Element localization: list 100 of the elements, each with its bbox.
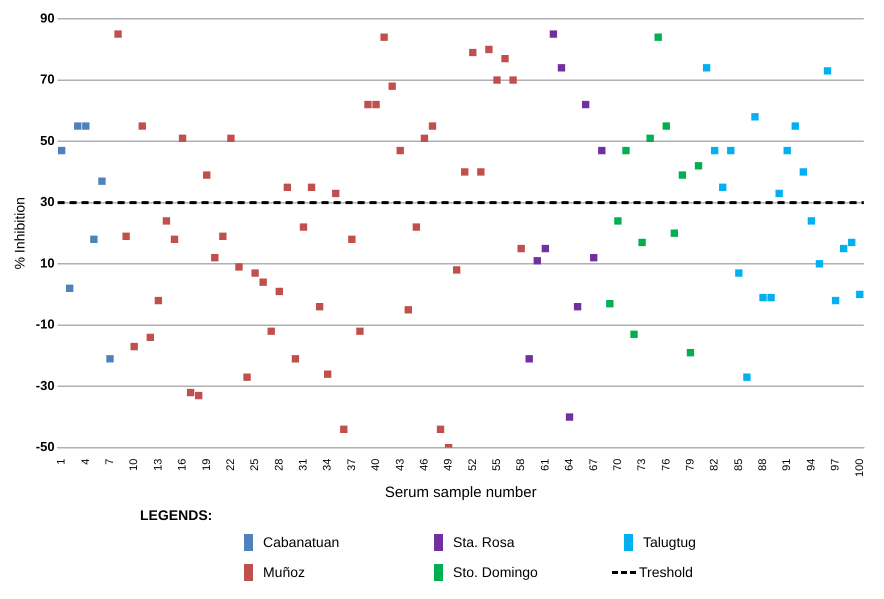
point [558,64,566,72]
point [582,100,590,108]
point [106,355,114,362]
point [90,236,98,244]
legend-label: Treshold [639,563,693,581]
point [477,168,485,176]
point [517,244,525,252]
point [856,290,864,298]
point [436,426,444,433]
point [678,171,686,179]
x-tick-label: 46 [418,458,430,471]
x-tick-label: 31 [298,458,310,471]
point [332,190,340,198]
point [243,374,251,381]
y-axis-title: % Inhibition [11,197,28,270]
point [324,370,332,378]
point [735,269,743,277]
point [598,146,606,154]
x-tick-label: 85 [732,458,745,471]
point [259,278,267,286]
point [292,355,300,362]
x-tick-label: 28 [273,458,286,471]
point [316,303,324,310]
x-tick-label: 37 [346,458,358,471]
point [114,30,122,38]
x-tick-label: 52 [466,458,479,471]
point [662,122,670,130]
point [574,303,582,310]
point [622,146,630,154]
point [848,238,856,246]
point [74,122,82,130]
point [162,217,170,225]
point [420,134,428,142]
point [710,146,718,154]
x-tick-label: 13 [152,458,164,471]
point [82,122,90,130]
point [469,48,476,56]
x-tick-label: 34 [322,458,334,471]
point [227,134,235,142]
x-tick-label: 1 [56,458,68,465]
point [550,30,558,38]
point [138,122,146,130]
point [268,328,275,335]
point [614,217,622,225]
point [170,236,178,244]
point [590,254,598,262]
point [800,168,808,176]
point [276,288,283,296]
point [767,294,775,302]
point [646,134,654,142]
point [824,67,832,75]
point [66,284,74,292]
x-tick-label: 94 [805,458,818,471]
point [130,342,138,350]
point [832,296,840,304]
point [235,263,243,271]
point [638,238,646,246]
y-tick-label: 70 [40,72,55,87]
x-tick-label: 73 [636,458,648,471]
y-tick-label: -50 [36,439,55,454]
x-tick-label: 55 [491,458,504,471]
point [146,334,154,342]
x-tick-label: 19 [200,458,213,471]
legend-title: LEGENDS: [140,506,214,524]
point [694,162,702,170]
point [356,328,364,335]
point [388,82,396,90]
x-tick-label: 4 [80,458,92,465]
point [816,260,824,268]
x-tick-label: 7 [104,458,116,465]
legend-label: Sta. Rosa [453,533,514,551]
point [534,257,541,264]
x-tick-label: 61 [539,458,552,471]
point [461,168,468,176]
point [308,184,316,191]
x-tick-label: 100 [854,458,866,478]
point [808,217,816,225]
point [412,223,420,231]
point [784,146,791,154]
point [526,355,533,362]
point [154,296,162,304]
x-tick-label: 58 [515,458,528,471]
x-tick-label: 43 [394,458,406,471]
x-tick-label: 88 [757,458,770,471]
point [58,146,66,154]
legend-label: Cabanatuan [263,533,340,551]
point [792,122,799,130]
y-tick-label: 10 [40,255,55,270]
point [509,76,517,84]
y-tick-label: -10 [36,316,55,332]
point [452,266,460,274]
x-tick-label: 25 [249,458,262,471]
point [251,269,259,277]
x-tick-label: 40 [370,458,382,471]
point [284,184,292,191]
point [340,426,348,433]
x-axis-title: Serum sample number [384,484,537,502]
legend-label: Talugtug [643,533,696,551]
point [775,190,783,198]
point [759,294,767,302]
